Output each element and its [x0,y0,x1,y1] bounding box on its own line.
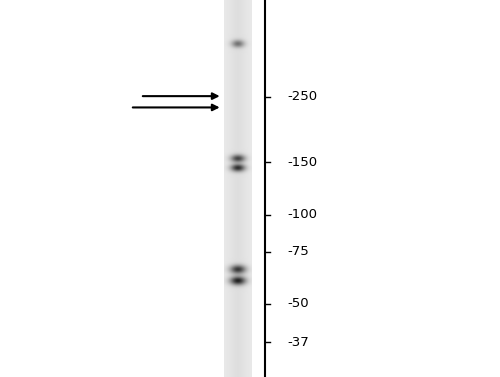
Text: -150: -150 [288,156,318,169]
Text: -100: -100 [288,208,318,221]
Bar [224,0,251,377]
Text: -250: -250 [288,90,318,103]
Text: -50: -50 [288,297,309,310]
Text: -37: -37 [288,336,309,349]
Text: -75: -75 [288,245,309,258]
